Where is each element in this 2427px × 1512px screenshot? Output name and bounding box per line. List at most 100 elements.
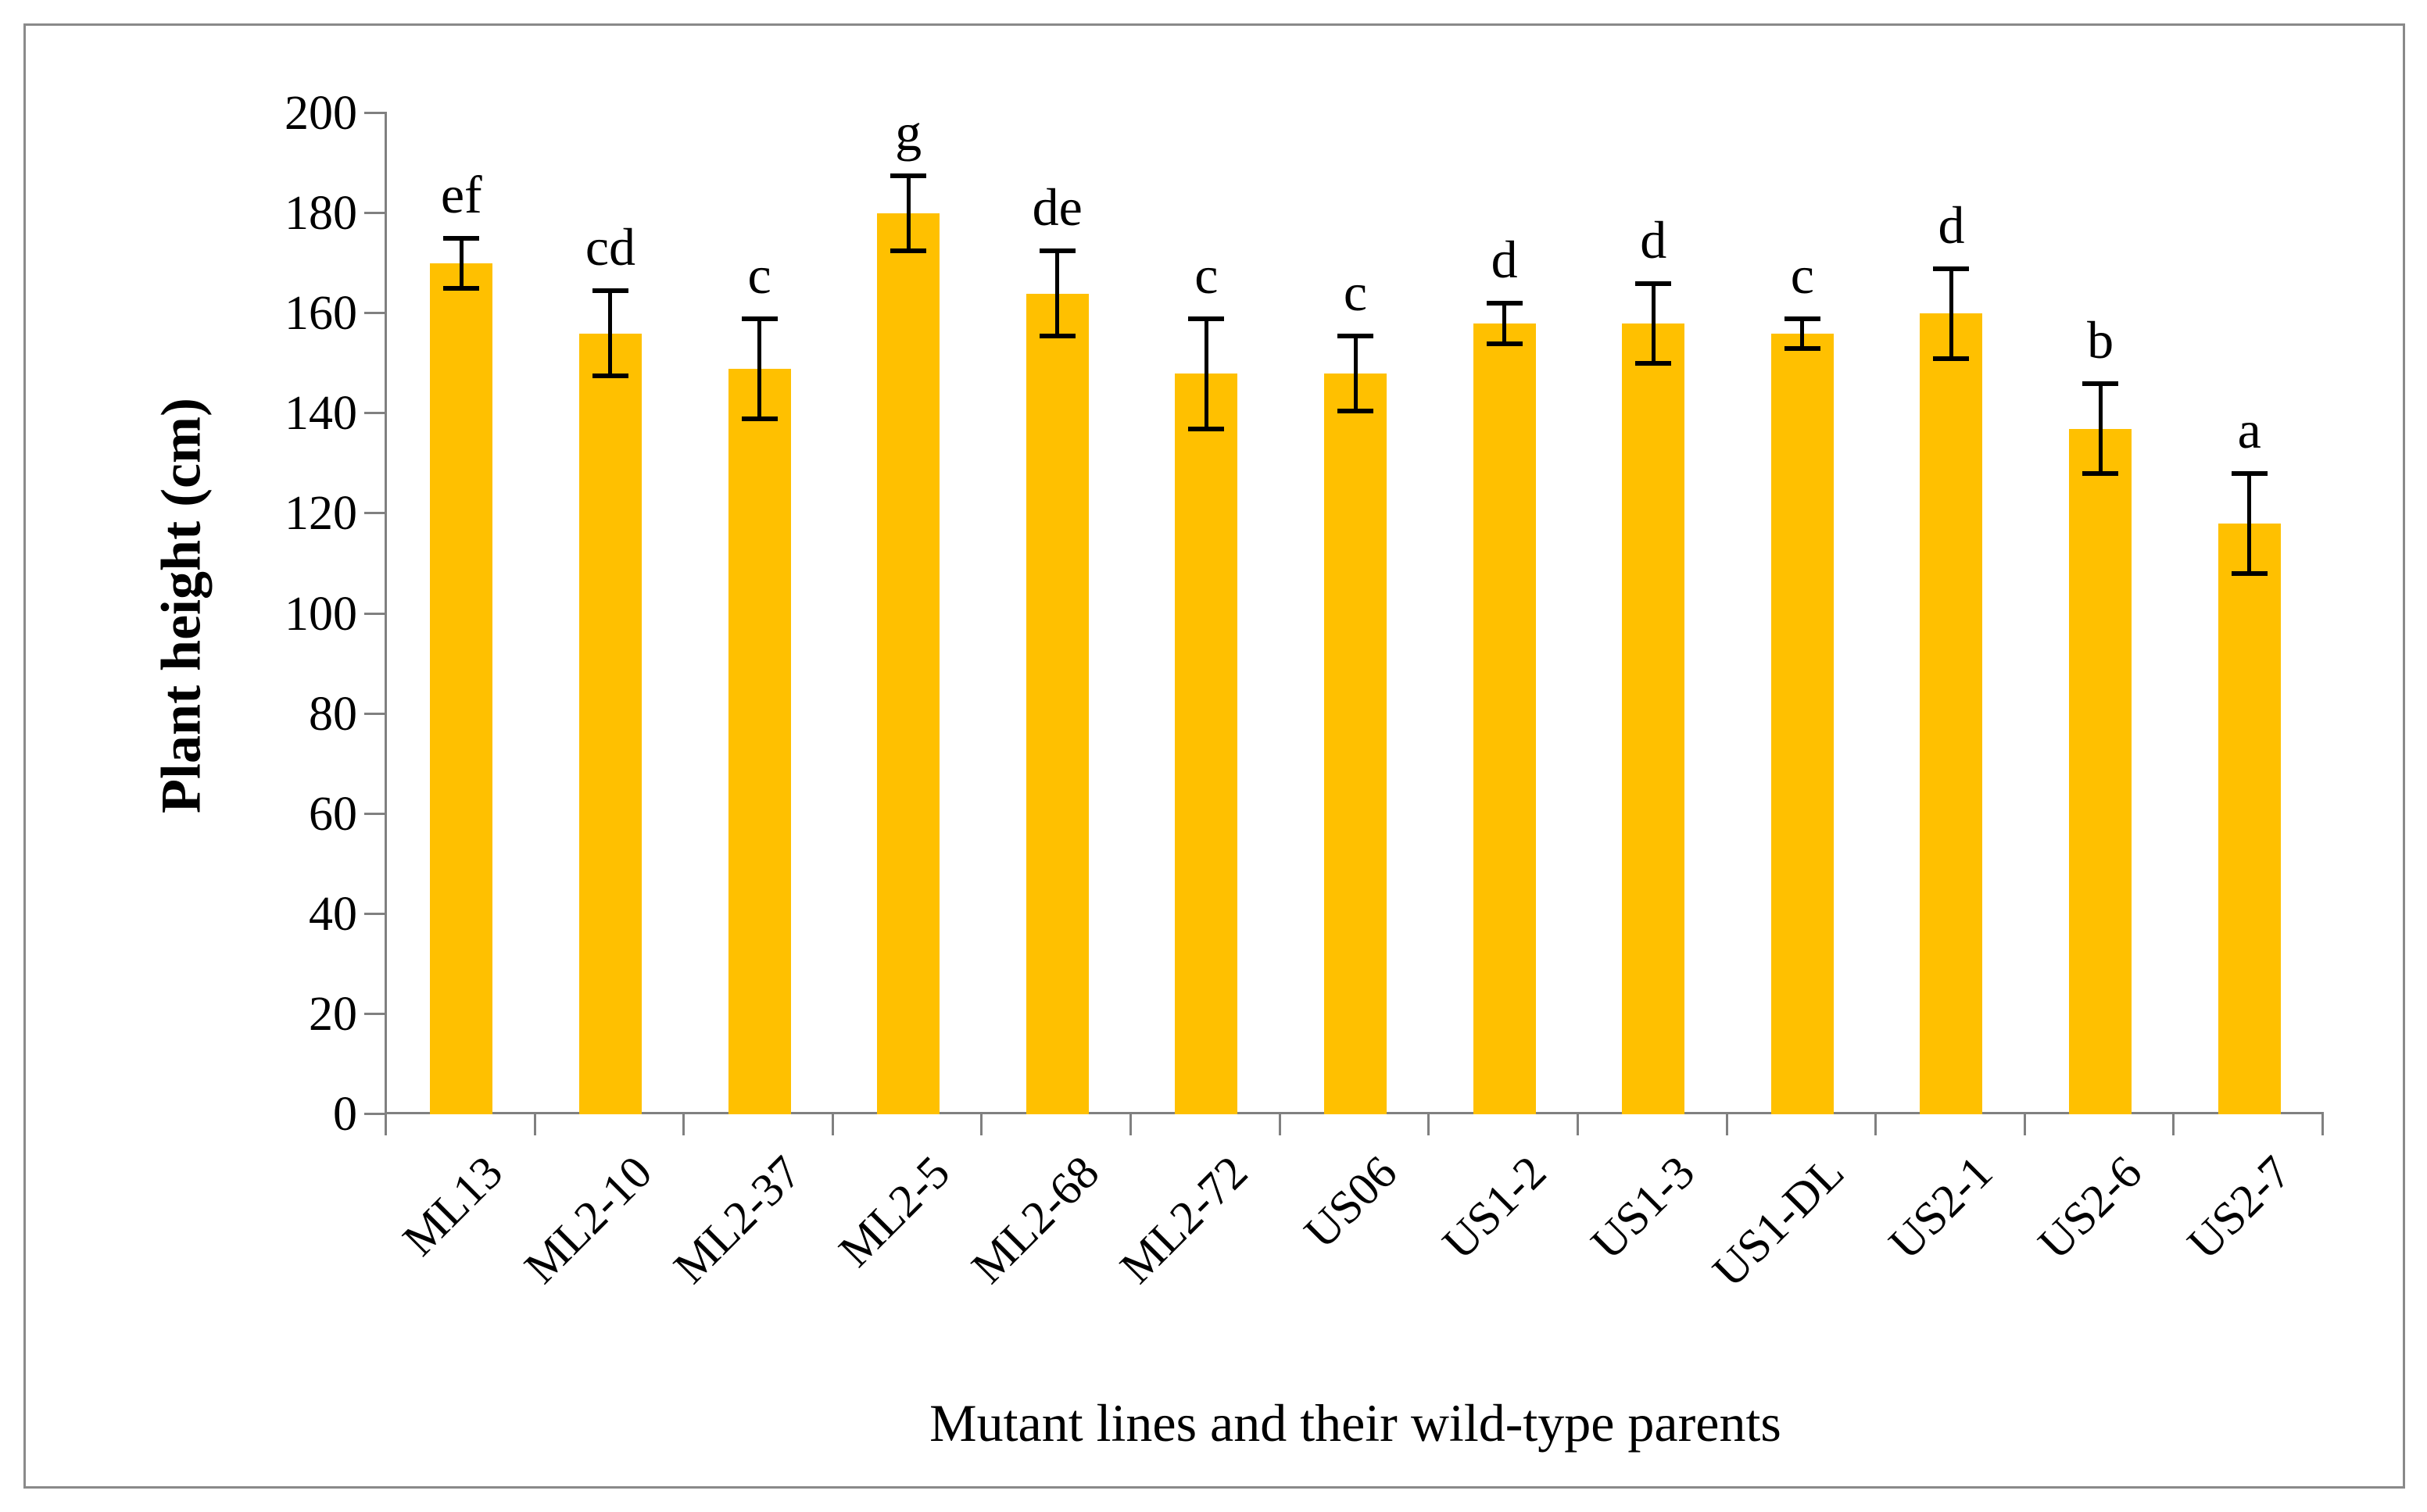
error-bar-cap-bottom bbox=[741, 416, 778, 421]
y-axis-tick bbox=[364, 1012, 385, 1015]
y-axis-tick-label: 160 bbox=[285, 287, 357, 341]
y-axis-tick-label: 100 bbox=[285, 587, 357, 641]
bar-US1-2 bbox=[1473, 323, 1536, 1114]
significance-letter: b bbox=[2087, 309, 2114, 370]
x-axis-tick bbox=[1576, 1114, 1579, 1135]
error-bar-cap-top bbox=[1188, 316, 1225, 321]
x-axis-tick bbox=[2023, 1114, 2026, 1135]
error-bar-cap-bottom bbox=[1635, 361, 1672, 366]
y-axis-tick bbox=[364, 812, 385, 815]
chart-frame bbox=[23, 23, 2405, 1489]
error-bar-cap-bottom bbox=[2231, 571, 2268, 577]
error-bar-cap-bottom bbox=[443, 286, 480, 291]
y-axis-tick bbox=[364, 112, 385, 114]
error-bar-cap-top bbox=[592, 288, 628, 294]
error-bar-cap-bottom bbox=[1784, 346, 1820, 352]
error-bar-line bbox=[2247, 474, 2252, 574]
error-bar-line bbox=[1651, 283, 1656, 364]
error-bar-cap-top bbox=[1337, 334, 1373, 339]
x-axis-tick bbox=[831, 1114, 834, 1135]
x-axis-tick bbox=[1725, 1114, 1728, 1135]
error-bar-cap-bottom bbox=[1933, 356, 1970, 361]
error-bar-line bbox=[608, 291, 613, 377]
error-bar-cap-bottom bbox=[2082, 471, 2119, 477]
x-axis-tick bbox=[2172, 1114, 2175, 1135]
y-axis-tick bbox=[364, 512, 385, 515]
error-bar-cap-top bbox=[890, 173, 927, 179]
significance-letter: c bbox=[1790, 245, 1814, 305]
y-axis-tick bbox=[364, 412, 385, 415]
x-axis-tick bbox=[385, 1114, 387, 1135]
error-bar-cap-top bbox=[2082, 381, 2119, 386]
significance-letter: d bbox=[1640, 209, 1667, 270]
y-axis-tick-label: 20 bbox=[309, 987, 357, 1041]
x-axis-title: Mutant lines and their wild-type parents bbox=[929, 1393, 1781, 1453]
y-axis-tick-label: 60 bbox=[309, 787, 357, 841]
significance-letter: d bbox=[1938, 195, 1965, 255]
y-axis-tick bbox=[364, 212, 385, 215]
error-bar-cap-top bbox=[741, 316, 778, 321]
error-bar-line bbox=[906, 176, 911, 252]
x-axis-tick bbox=[1874, 1114, 1878, 1135]
y-axis-tick-label: 0 bbox=[333, 1088, 357, 1141]
x-axis-tick bbox=[980, 1114, 983, 1135]
y-axis-tick-label: 120 bbox=[285, 487, 357, 541]
error-bar-line bbox=[1204, 318, 1208, 429]
error-bar-cap-bottom bbox=[890, 248, 927, 254]
significance-letter: c bbox=[1343, 263, 1368, 323]
significance-letter: de bbox=[1032, 177, 1083, 238]
y-axis-tick-label: 180 bbox=[285, 187, 357, 241]
error-bar-line bbox=[1055, 251, 1060, 336]
error-bar-cap-top bbox=[1039, 248, 1076, 254]
significance-letter: cd bbox=[585, 217, 636, 277]
bar-ML13 bbox=[430, 263, 493, 1114]
y-axis-tick bbox=[364, 312, 385, 315]
error-bar-cap-bottom bbox=[1039, 334, 1076, 339]
y-axis-line bbox=[385, 112, 387, 1117]
y-axis-tick-label: 140 bbox=[285, 387, 357, 441]
error-bar-line bbox=[757, 318, 762, 419]
y-axis-tick bbox=[364, 712, 385, 715]
bar-US06 bbox=[1324, 374, 1387, 1114]
error-bar-cap-top bbox=[1635, 281, 1672, 286]
y-axis-tick-label: 200 bbox=[285, 87, 357, 140]
error-bar-cap-top bbox=[1486, 301, 1523, 306]
significance-letter: c bbox=[747, 245, 771, 305]
y-axis-tick-label: 40 bbox=[309, 887, 357, 941]
bar-US1-DL bbox=[1770, 333, 1834, 1114]
error-bar-line bbox=[2098, 383, 2103, 474]
bar-ML2-5 bbox=[877, 213, 940, 1114]
bar-US2-1 bbox=[1920, 313, 1983, 1114]
error-bar-line bbox=[459, 238, 464, 289]
error-bar-cap-top bbox=[1784, 316, 1820, 321]
error-bar-cap-bottom bbox=[592, 374, 628, 379]
x-axis-tick bbox=[2321, 1114, 2324, 1135]
x-axis-tick bbox=[1278, 1114, 1281, 1135]
bar-US2-6 bbox=[2069, 428, 2132, 1114]
x-axis-tick bbox=[1427, 1114, 1430, 1135]
significance-letter: a bbox=[2237, 400, 2261, 460]
bar-ML2-10 bbox=[578, 333, 642, 1114]
error-bar-cap-bottom bbox=[1188, 426, 1225, 431]
x-axis-tick bbox=[682, 1114, 686, 1135]
error-bar-line bbox=[1800, 318, 1805, 349]
y-axis-tick bbox=[364, 912, 385, 915]
bar-ML2-68 bbox=[1026, 293, 1089, 1114]
bar-ML2-72 bbox=[1175, 374, 1238, 1114]
x-axis-tick bbox=[533, 1114, 536, 1135]
significance-letter: c bbox=[1194, 245, 1219, 305]
error-bar-cap-top bbox=[1933, 266, 1970, 271]
y-axis-tick bbox=[364, 612, 385, 615]
bar-US1-3 bbox=[1622, 323, 1685, 1114]
significance-letter: d bbox=[1491, 230, 1518, 290]
error-bar-cap-bottom bbox=[1337, 409, 1373, 414]
error-bar-line bbox=[1353, 336, 1358, 412]
error-bar-cap-bottom bbox=[1486, 341, 1523, 346]
y-axis-tick-label: 80 bbox=[309, 687, 357, 741]
y-axis-tick bbox=[364, 1113, 385, 1115]
bar-ML2-37 bbox=[728, 368, 791, 1114]
error-bar-cap-top bbox=[2231, 471, 2268, 477]
error-bar-cap-top bbox=[443, 236, 480, 241]
bar-US2-7 bbox=[2218, 524, 2281, 1114]
